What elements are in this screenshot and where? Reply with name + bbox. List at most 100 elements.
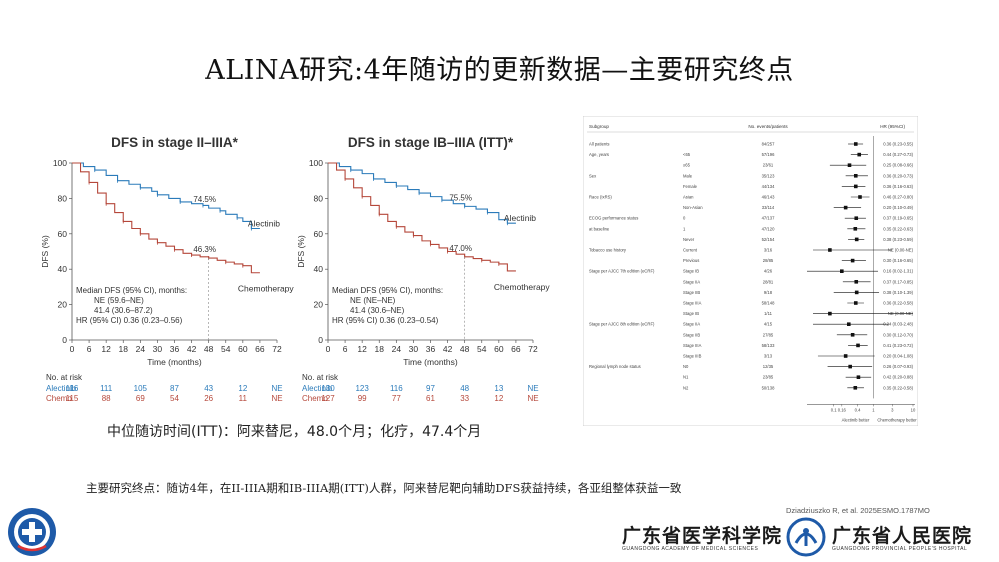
- median-dfs-line: NE (59.6–NE): [94, 296, 144, 305]
- risk-count: 116: [390, 384, 403, 393]
- forest-hr-text: NE (0.00-NE): [888, 248, 914, 253]
- risk-row-label: Chemo: [302, 394, 328, 403]
- forest-sub-label: 0: [683, 216, 686, 221]
- median-dfs-line: HR (95% CI) 0.36 (0.23–0.56): [76, 316, 183, 325]
- y-tick-label: 20: [314, 300, 324, 310]
- risk-count: 99: [358, 394, 367, 403]
- forest-sub-label: Stage IIIA: [683, 343, 702, 348]
- forest-hr-text: 0.36 (0.20-0.73): [883, 173, 913, 178]
- citation: Dziadziuszko R, et al. 2025ESMO.1787MO: [786, 506, 930, 515]
- forest-hr-text: 0.37 (0.19-0.65): [883, 216, 913, 221]
- forest-hr-text: 0.20 (0.10-0.49): [883, 205, 913, 210]
- risk-count: 13: [494, 384, 503, 393]
- risk-count: 48: [460, 384, 469, 393]
- forest-events: 23/85: [763, 375, 774, 380]
- risk-count: 115: [66, 394, 79, 403]
- risk-count: 123: [355, 384, 369, 393]
- forest-group-label: Race (IxRS): [589, 195, 612, 200]
- forest-hr-text: 0.35 (0.22-0.58): [883, 385, 913, 390]
- risk-count: 116: [66, 384, 79, 393]
- forest-sub-label: Current: [683, 248, 698, 253]
- forest-hr-text: 0.36 (0.22-0.58): [883, 301, 913, 306]
- risk-count: 127: [321, 394, 335, 403]
- forest-sub-label: Non-Asian: [683, 205, 703, 210]
- x-tick-label: 48: [460, 344, 470, 354]
- forest-events: 58/148: [762, 301, 775, 306]
- y-tick-label: 0: [62, 335, 67, 345]
- series-line-alectinib: [72, 162, 260, 230]
- chart-title: DFS in stage II–IIIA*: [111, 135, 239, 150]
- forest-hr-text: 0.35 (0.22-0.63): [883, 226, 913, 231]
- forest-point: [854, 290, 859, 295]
- forest-hr-text: 0.38 (0.23-0.59): [883, 237, 913, 242]
- risk-count: 87: [170, 384, 179, 393]
- forest-group-label: Tobacco use history: [589, 248, 627, 253]
- forest-group-label: Age, years: [589, 152, 609, 157]
- forest-point: [857, 152, 862, 157]
- forest-x-tick-label: 0.1: [831, 407, 837, 412]
- forest-hr-text: 0.30 (0.16-0.65): [883, 258, 913, 263]
- x-axis-label: Time (months): [403, 357, 458, 367]
- risk-count: 61: [426, 394, 435, 403]
- chemo-48m-label: 47.0%: [449, 244, 472, 253]
- x-tick-label: 12: [101, 344, 111, 354]
- forest-events: 1/11: [764, 311, 773, 316]
- y-tick-label: 80: [58, 193, 68, 203]
- y-tick-label: 100: [53, 158, 67, 168]
- risk-count: 11: [239, 394, 248, 403]
- forest-sub-label: Stage IIB: [683, 290, 700, 295]
- forest-sub-label: Stage IB: [683, 269, 699, 274]
- forest-sub-label: Asian: [683, 195, 694, 200]
- x-axis-label: Time (months): [147, 357, 202, 367]
- forest-hr-text: 0.42 (0.20-0.88): [883, 375, 913, 380]
- forest-events: 57/196: [762, 152, 775, 157]
- x-tick-label: 66: [255, 344, 265, 354]
- forest-sub-label: N2: [683, 385, 689, 390]
- x-tick-label: 24: [136, 344, 146, 354]
- y-tick-label: 80: [314, 193, 324, 203]
- legend-alectinib: Alectinib: [504, 213, 536, 223]
- forest-hr-text: 0.46 (0.27-0.80): [883, 195, 913, 200]
- forest-point: [828, 248, 832, 252]
- risk-header: No. at risk: [302, 373, 339, 382]
- forest-point: [843, 354, 848, 358]
- median-dfs-line: Median DFS (95% CI), months:: [76, 286, 187, 295]
- risk-row-label: Chemo: [46, 394, 72, 403]
- forest-point: [853, 301, 858, 305]
- x-tick-label: 6: [87, 344, 92, 354]
- forest-sub-label: Stage IIA: [683, 322, 700, 327]
- median-dfs-line: 41.4 (30.6–87.2): [94, 306, 153, 315]
- forest-point: [853, 142, 858, 146]
- forest-events: 3/13: [764, 354, 773, 359]
- institution1-name-en: GUANGDONG ACADEMY OF MEDICAL SCIENCES: [622, 546, 759, 552]
- institution2-name: 广东省人民医院: [832, 525, 973, 547]
- y-axis-label: DFS (%): [296, 235, 306, 268]
- risk-count: 111: [100, 384, 113, 393]
- x-tick-label: 36: [426, 344, 436, 354]
- x-tick-label: 30: [153, 344, 163, 354]
- forest-point: [856, 343, 860, 348]
- km-svg: DFS in stage II–IIIA* 0 20 40 60 80 100 0 6 12 18 2…: [40, 135, 294, 403]
- series-line-chemotherapy: [328, 162, 516, 272]
- forest-hr-text: 0.41 (0.23-0.72): [883, 343, 913, 348]
- forest-header-subgroup: Subgroup: [589, 124, 609, 129]
- y-tick-label: 60: [58, 229, 68, 239]
- forest-sub-label: Previous: [683, 258, 699, 263]
- risk-count: 33: [460, 394, 469, 403]
- median-followup-text: 中位随访时间(ITT)：阿来替尼，48.0个月；化疗，47.4个月: [107, 424, 482, 440]
- x-tick-label: 72: [272, 344, 282, 354]
- x-tick-label: 54: [477, 344, 487, 354]
- forest-events: 3/16: [764, 248, 773, 253]
- risk-row-label: Alectinib: [302, 384, 333, 393]
- forest-events: 33/114: [762, 205, 775, 210]
- forest-x-tick-label: 0.4: [855, 407, 861, 412]
- risk-count: 26: [204, 394, 213, 403]
- forest-sub-label: Female: [683, 184, 698, 189]
- forest-point: [853, 227, 858, 231]
- forest-hr-text: 0.37 (0.17-0.85): [883, 279, 913, 284]
- x-tick-label: 0: [70, 344, 75, 354]
- forest-sub-label: Stage IIIA: [683, 301, 702, 306]
- forest-point: [854, 280, 859, 284]
- y-tick-label: 40: [314, 264, 324, 274]
- risk-count: 12: [494, 394, 503, 403]
